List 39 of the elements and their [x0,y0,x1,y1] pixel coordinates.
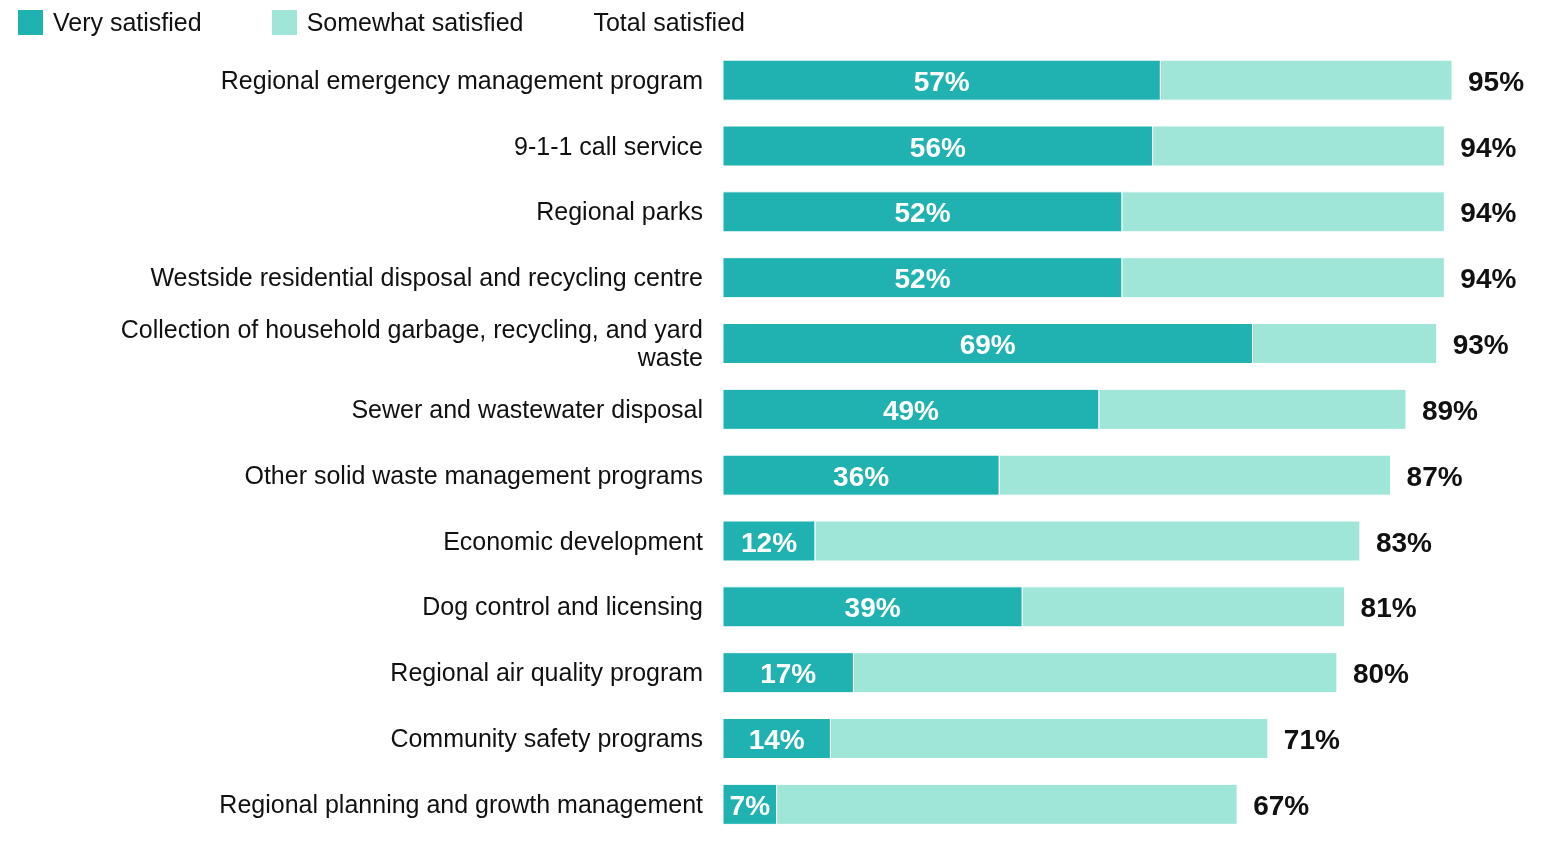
data-label: 12% [741,526,798,558]
data-label: 52% [894,197,951,229]
y-tick-label: Westside residential disposal and recycling centre [150,263,703,292]
data-label: 7% [729,789,771,821]
data-label: 49% [882,394,940,426]
y-tick-label: Regional air quality program [390,658,703,687]
legend-label: Somewhat satisfied [306,8,524,37]
total-label: 87% [1406,460,1463,492]
total-label: 67% [1253,789,1310,821]
data-label: 56% [909,131,966,163]
data-label: 52% [894,263,951,295]
data-label: 36% [833,460,890,492]
data-label: 69% [959,329,1016,361]
total-label: 83% [1375,526,1433,558]
y-tick-label: Regional parks [536,197,703,226]
data-label: 14% [748,724,805,756]
data-label: 17% [760,658,817,690]
total-label: 93% [1452,329,1509,361]
y-tick-label: Dog control and licensing [422,592,703,621]
y-tick-label: 9-1-1 call service [514,131,703,160]
total-label: 95% [1468,65,1525,97]
total-label: 71% [1283,724,1340,756]
y-tick-label: Economic development [443,526,704,555]
y-tick-label: Regional planning and growth management [219,789,704,818]
y-tick-label: Collection of household garbage, recycling, and yard waste [120,315,703,371]
total-label: 89% [1421,394,1479,426]
y-tick-label: Regional emergency management program [220,65,703,94]
total-label: 80% [1352,658,1410,690]
total-label: 94% [1460,197,1517,229]
data-label: 57% [913,65,970,97]
text: Total satisfied [593,8,745,37]
y-tick-label: Community safety programs [390,724,703,752]
total-label: 94% [1460,131,1517,163]
legend-label: Very satisfied [53,8,202,37]
total-label: 81% [1360,592,1417,624]
total-label: 94% [1460,263,1517,295]
data-label: 39% [844,592,901,624]
y-tick-label: Sewer and wastewater disposal [351,394,703,423]
y-tick-label: Other solid waste management programs [244,460,703,489]
